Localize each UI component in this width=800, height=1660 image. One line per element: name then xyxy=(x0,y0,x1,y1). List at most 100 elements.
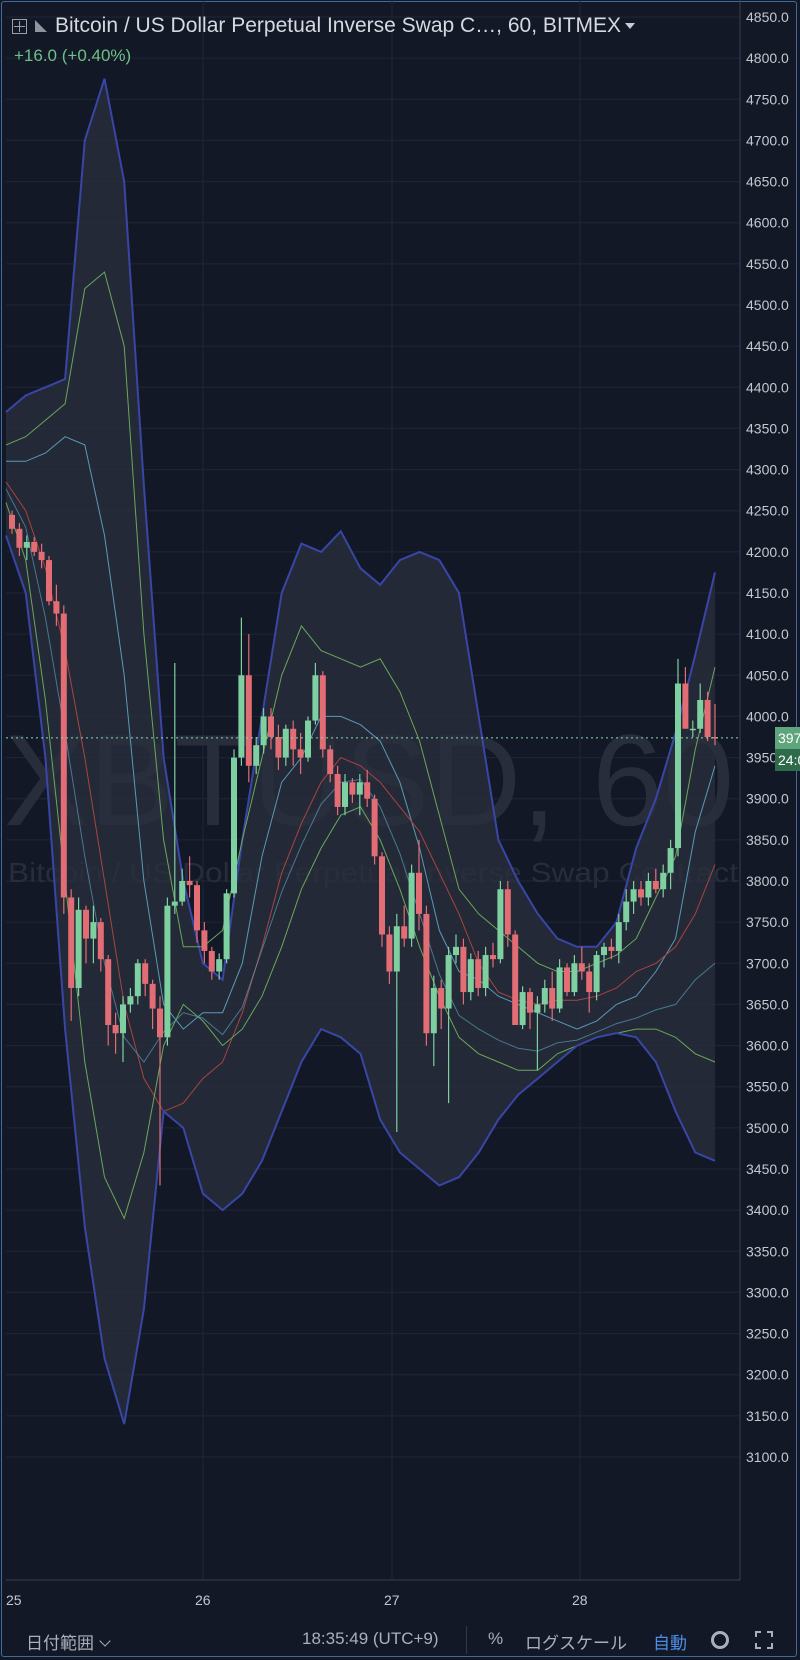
candle-body xyxy=(497,889,504,960)
candle-body xyxy=(216,959,223,972)
candle-body xyxy=(638,889,644,898)
price-tick-label: 4300.0 xyxy=(746,462,789,478)
log-scale-toggle[interactable]: ログスケール xyxy=(525,1634,627,1653)
gear-icon[interactable] xyxy=(711,1631,729,1649)
candle-body xyxy=(386,934,393,972)
price-chart[interactable]: XBTUSD, 60 Bitcoin / US Dollar Perpetual… xyxy=(0,0,800,1620)
clock-time[interactable]: 18:35:49 (UTC+9) xyxy=(302,1629,439,1648)
price-tick-label: 4200.0 xyxy=(746,544,789,560)
candle-body xyxy=(319,675,326,750)
candle-body xyxy=(689,728,696,731)
price-tick-label: 4700.0 xyxy=(746,132,789,148)
price-tick-label: 3350.0 xyxy=(746,1243,789,1259)
date-tick-label: 26 xyxy=(195,1592,211,1608)
caret-down-icon[interactable] xyxy=(625,23,636,29)
date-range-button[interactable]: 日付範囲 xyxy=(26,1629,111,1654)
bands xyxy=(5,78,716,1425)
candle-body xyxy=(46,560,52,602)
price-tick-label: 3650.0 xyxy=(746,996,789,1012)
symbol-title[interactable]: Bitcoin / US Dollar Perpetual Inverse Sw… xyxy=(55,14,622,37)
candle-body xyxy=(475,959,482,988)
candle-body xyxy=(556,967,563,1009)
candle-body xyxy=(179,881,186,902)
date-tick-label: 27 xyxy=(384,1592,400,1608)
candle-body xyxy=(667,848,674,873)
price-tick-label: 4400.0 xyxy=(746,379,789,395)
percent-toggle[interactable]: % xyxy=(488,1629,504,1648)
band-line xyxy=(6,436,716,1030)
price-tick-label: 4750.0 xyxy=(746,91,789,107)
candle-body xyxy=(223,893,230,960)
candle-body xyxy=(201,930,208,951)
symbol-legend[interactable]: Bitcoin / US Dollar Perpetual Inverse Sw… xyxy=(12,14,636,38)
fullscreen-icon[interactable] xyxy=(755,1631,773,1649)
candle-body xyxy=(142,963,149,984)
last-price-tag: 3974.0 xyxy=(775,726,800,749)
candle-body xyxy=(601,946,607,956)
candle-body xyxy=(297,749,304,758)
band-line xyxy=(5,535,716,1425)
candle-body xyxy=(460,946,467,993)
candle-body xyxy=(645,881,652,898)
price-tick-label: 3500.0 xyxy=(746,1120,789,1136)
flag-icon[interactable] xyxy=(35,20,47,32)
price-tick-label: 3750.0 xyxy=(746,914,789,930)
candle-body xyxy=(408,872,415,939)
candle-body xyxy=(53,601,60,614)
price-tick-label: 3800.0 xyxy=(746,873,789,889)
time-axis[interactable]: 25 26 27 28 xyxy=(6,1592,588,1608)
price-tick-label: 4600.0 xyxy=(746,215,789,231)
candle-body xyxy=(364,782,371,799)
candle-body xyxy=(260,716,267,746)
candle-body xyxy=(290,728,297,750)
candle-body xyxy=(630,889,637,902)
price-tick-label: 3900.0 xyxy=(746,791,789,807)
chevron-down-icon xyxy=(99,1635,111,1647)
price-tick-label: 4350.0 xyxy=(746,420,789,436)
price-tick-label: 4850.0 xyxy=(746,9,789,25)
candle-body xyxy=(615,922,622,951)
candle-body xyxy=(652,881,659,890)
candle-body xyxy=(171,901,178,906)
candle-body xyxy=(438,987,445,1009)
price-tick-label: 4500.0 xyxy=(746,297,789,313)
candle-body xyxy=(164,905,171,1038)
candle-body xyxy=(305,720,311,758)
candle-body xyxy=(371,798,378,857)
candle-body xyxy=(467,959,474,993)
candle-body xyxy=(268,716,274,737)
candle-body xyxy=(490,955,496,960)
price-axis[interactable]: 4850.0 4800.0 4750.0 4700.0 4650.0 4600.0 4550… xyxy=(746,9,789,1465)
expand-icon[interactable] xyxy=(12,18,27,34)
price-tick-label: 4800.0 xyxy=(746,50,789,66)
bottom-toolbar: 日付範囲 18:35:49 (UTC+9) % ログスケール 自動 xyxy=(0,1620,800,1660)
candles xyxy=(9,510,718,1186)
candle-body xyxy=(275,737,282,758)
date-range-label: 日付範囲 xyxy=(26,1634,94,1653)
candle-body xyxy=(660,872,667,890)
candle-body xyxy=(379,856,385,935)
candle-body xyxy=(564,967,570,993)
price-tick-label: 3600.0 xyxy=(746,1038,789,1054)
candle-body xyxy=(157,1008,163,1038)
candle-body xyxy=(393,926,400,972)
candle-body xyxy=(453,946,459,956)
candle-body xyxy=(253,745,260,766)
candle-body xyxy=(534,1004,541,1013)
price-tick-label: 3700.0 xyxy=(746,955,789,971)
candle-body xyxy=(75,909,82,988)
auto-scale-toggle[interactable]: 自動 xyxy=(653,1634,687,1653)
candle-body xyxy=(60,613,67,898)
candle-body xyxy=(519,992,526,1025)
candle-body xyxy=(697,699,704,729)
candle-body xyxy=(38,551,45,561)
candle-body xyxy=(423,913,430,1034)
candle-body xyxy=(527,992,533,1013)
price-tick-label: 3450.0 xyxy=(746,1161,789,1177)
candle-body xyxy=(149,983,156,1009)
candle-body xyxy=(231,757,237,894)
date-tick-label: 25 xyxy=(6,1592,22,1608)
candle-body xyxy=(356,782,363,795)
candle-body xyxy=(416,872,422,914)
candle-body xyxy=(127,996,134,1005)
